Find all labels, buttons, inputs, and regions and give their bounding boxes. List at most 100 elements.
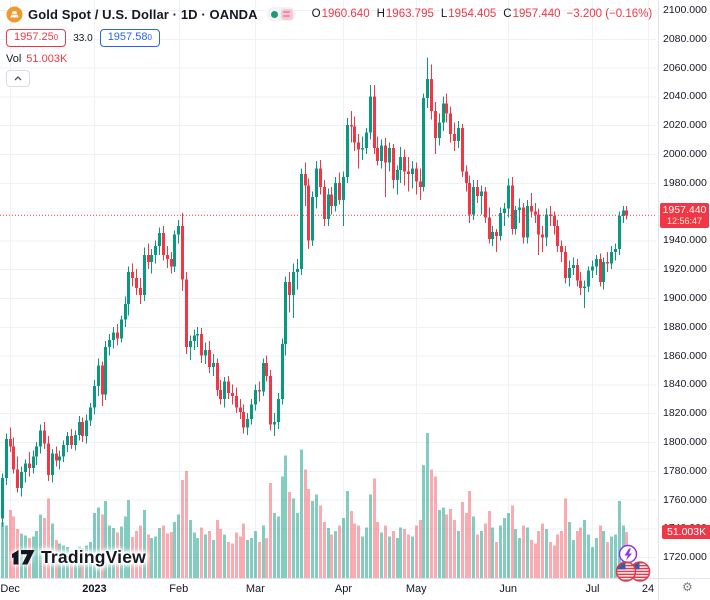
symbol-title[interactable]: Gold Spot / U.S. Dollar · 1D · OANDA (28, 6, 258, 22)
time-axis-label: Feb (169, 583, 189, 595)
buy-button[interactable]: 1957.58 0 (99, 29, 160, 47)
candle (564, 246, 567, 284)
candle (365, 128, 368, 154)
candle (147, 243, 150, 270)
candle (599, 253, 602, 287)
candle (62, 440, 65, 463)
candle (507, 178, 510, 218)
candle (66, 431, 69, 453)
current-price-value: 1957.440 (662, 204, 707, 217)
candle (262, 358, 265, 396)
chart-corner-icons[interactable] (615, 544, 651, 583)
candle (373, 84, 376, 154)
candle (415, 162, 418, 195)
candle (311, 191, 314, 247)
tradingview-logo[interactable]: TradingView (12, 547, 146, 568)
candle (549, 205, 552, 226)
high-label: H (376, 8, 385, 20)
candle (511, 177, 514, 235)
candle (407, 156, 410, 192)
candle (254, 384, 257, 411)
candle (219, 380, 222, 405)
candle (78, 416, 81, 441)
candle (445, 93, 448, 123)
candle (116, 323, 119, 346)
open-value: 1960.640 (321, 8, 370, 20)
candle (434, 102, 437, 154)
candle (465, 165, 468, 192)
candle (576, 259, 579, 287)
candle (488, 207, 491, 244)
candle (338, 172, 341, 205)
tradingview-logo-icon (12, 550, 35, 565)
candle (319, 159, 322, 195)
market-status-pill[interactable] (266, 7, 296, 21)
high-value: 1963.795 (385, 8, 434, 20)
candle (9, 427, 12, 453)
candle (204, 342, 207, 365)
candlesticks (1, 57, 628, 527)
candle (292, 263, 295, 319)
price-axis-label: 1940.000 (663, 234, 707, 247)
candle (449, 106, 452, 143)
candle (426, 57, 429, 108)
candle (411, 161, 414, 189)
candle (284, 276, 287, 356)
boost-lightning-icon[interactable] (618, 544, 638, 564)
candle (58, 450, 61, 470)
candle (74, 430, 77, 451)
candle (181, 213, 184, 291)
candle (350, 110, 353, 143)
candle (388, 142, 391, 172)
candle (472, 179, 475, 221)
price-axis-label: 1860.000 (663, 349, 707, 362)
candle (480, 185, 483, 215)
candle (518, 198, 521, 224)
candle (396, 165, 399, 195)
current-price-tag: 1957.440 12:56:47 (660, 203, 709, 229)
candle (537, 208, 540, 255)
candle (120, 315, 123, 343)
candle (587, 266, 590, 293)
candle (461, 123, 464, 178)
candle (296, 259, 299, 290)
candle (131, 263, 134, 287)
candle (342, 171, 345, 226)
candle (553, 211, 556, 235)
axis-settings-gear-button[interactable]: ⚙ (682, 580, 693, 594)
candle (392, 143, 395, 189)
candle (47, 436, 50, 481)
candle (223, 377, 226, 408)
candle (5, 433, 8, 486)
time-axis-label: Mar (245, 583, 265, 595)
candle (28, 452, 31, 477)
candle (89, 403, 92, 427)
candle (189, 335, 192, 360)
candle (457, 120, 460, 149)
candle (39, 424, 42, 454)
candle (55, 446, 58, 467)
collapse-legend-button[interactable] (6, 70, 30, 87)
sell-button[interactable]: 1957.25 0 (6, 29, 67, 47)
candle (166, 246, 169, 268)
candle (143, 247, 146, 301)
data-mode-icon (280, 8, 293, 20)
candle (591, 260, 594, 278)
time-axis-label: 24 (641, 583, 655, 595)
price-axis-label: 2100.000 (663, 4, 707, 16)
candle (162, 226, 165, 261)
candle (453, 122, 456, 152)
candle (43, 421, 46, 450)
open-label: O (311, 8, 321, 20)
candle (112, 326, 115, 349)
candle (315, 161, 318, 209)
candle (422, 93, 425, 192)
candle (583, 280, 586, 309)
candle (158, 227, 161, 255)
candle (97, 358, 100, 396)
price-axis-label: 1780.000 (663, 464, 707, 477)
candle (20, 466, 23, 497)
volume-label: Vol (6, 53, 22, 65)
candle (108, 334, 111, 356)
